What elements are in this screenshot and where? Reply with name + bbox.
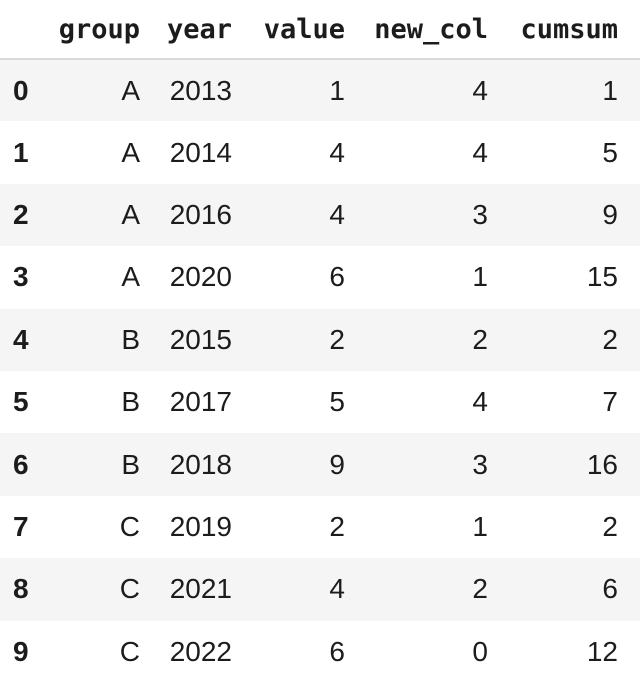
index-column-header — [0, 0, 40, 60]
header-row: group year value new_col cumsum — [0, 0, 640, 60]
cell-cumsum: 1 — [602, 74, 618, 106]
cell-value: 4 — [329, 573, 345, 605]
table-row: 2 A 2016 4 3 9 — [0, 183, 640, 247]
cell-group: B — [121, 386, 140, 418]
cell-value: 2 — [329, 323, 345, 355]
table-row: 1 A 2014 4 4 5 — [0, 121, 640, 184]
column-header-year: year — [154, 0, 246, 60]
cell-group: A — [121, 198, 140, 230]
cell-cumsum: 9 — [602, 198, 618, 230]
cell-new_col: 4 — [472, 74, 488, 106]
cell-new_col: 2 — [472, 323, 488, 355]
row-index: 4 — [13, 323, 29, 355]
dataframe-header: group year value new_col cumsum — [0, 0, 640, 60]
column-header-value: value — [246, 0, 359, 60]
cell-new_col: 3 — [472, 198, 488, 230]
cell-new_col: 1 — [472, 510, 488, 542]
cell-cumsum: 2 — [602, 323, 618, 355]
cell-value: 1 — [329, 74, 345, 106]
cell-cumsum: 16 — [586, 448, 618, 480]
row-index: 0 — [13, 74, 29, 106]
cell-year: 2017 — [169, 386, 232, 418]
cell-year: 2014 — [169, 136, 232, 168]
cell-group: C — [119, 573, 140, 605]
cell-group: A — [121, 136, 140, 168]
cell-new_col: 4 — [472, 136, 488, 168]
row-index: 8 — [13, 573, 29, 605]
cell-new_col: 4 — [472, 386, 488, 418]
cell-year: 2020 — [169, 261, 232, 293]
cell-group: A — [121, 261, 140, 293]
row-index: 2 — [13, 198, 29, 230]
cell-group: C — [119, 510, 140, 542]
cell-new_col: 0 — [472, 635, 488, 667]
cell-value: 5 — [329, 386, 345, 418]
cell-group: C — [119, 635, 140, 667]
table-row: 7 C 2019 2 1 2 — [0, 495, 640, 559]
cell-cumsum: 2 — [602, 510, 618, 542]
cell-cumsum: 12 — [586, 635, 618, 667]
table-row: 0 A 2013 1 4 1 — [0, 59, 640, 122]
cell-year: 2022 — [169, 635, 232, 667]
cell-group: B — [121, 323, 140, 355]
cell-value: 6 — [329, 261, 345, 293]
cell-cumsum: 6 — [602, 573, 618, 605]
cell-year: 2021 — [169, 573, 232, 605]
cell-cumsum: 5 — [602, 136, 618, 168]
column-header-group: group — [40, 0, 154, 60]
column-header-new_col: new_col — [359, 0, 502, 60]
cell-year: 2016 — [169, 198, 232, 230]
cell-new_col: 3 — [472, 448, 488, 480]
row-index: 5 — [13, 386, 29, 418]
cell-group: A — [121, 74, 140, 106]
cell-new_col: 2 — [472, 573, 488, 605]
cell-year: 2018 — [169, 448, 232, 480]
table-row: 9 C 2022 6 0 12 — [0, 620, 640, 683]
cell-year: 2013 — [169, 74, 232, 106]
cell-year: 2015 — [169, 323, 232, 355]
cell-value: 9 — [329, 448, 345, 480]
table-row: 4 B 2015 2 2 2 — [0, 308, 640, 371]
cell-value: 4 — [329, 198, 345, 230]
cell-cumsum: 15 — [586, 261, 618, 293]
row-index: 6 — [13, 448, 29, 480]
table-row: 6 B 2018 9 3 16 — [0, 433, 640, 496]
column-header-cumsum: cumsum — [502, 0, 640, 60]
cell-value: 6 — [329, 635, 345, 667]
row-index: 1 — [13, 136, 29, 168]
cell-year: 2019 — [169, 510, 232, 542]
row-index: 3 — [13, 261, 29, 293]
dataframe-body: 0 A 2013 1 4 1 1 A 2014 4 4 5 2 A 2016 4 3 9 3 A 2020 6 1 15 4 B 2… — [0, 59, 640, 683]
cell-cumsum: 7 — [602, 386, 618, 418]
cell-group: B — [121, 448, 140, 480]
table-row: 3 A 2020 6 1 15 — [0, 246, 640, 309]
cell-new_col: 1 — [472, 261, 488, 293]
cell-value: 2 — [329, 510, 345, 542]
table-row: 8 C 2021 4 2 6 — [0, 558, 640, 621]
row-index: 7 — [13, 510, 29, 542]
row-index: 9 — [13, 635, 29, 667]
table-row: 5 B 2017 5 4 7 — [0, 370, 640, 434]
cell-value: 4 — [329, 136, 345, 168]
